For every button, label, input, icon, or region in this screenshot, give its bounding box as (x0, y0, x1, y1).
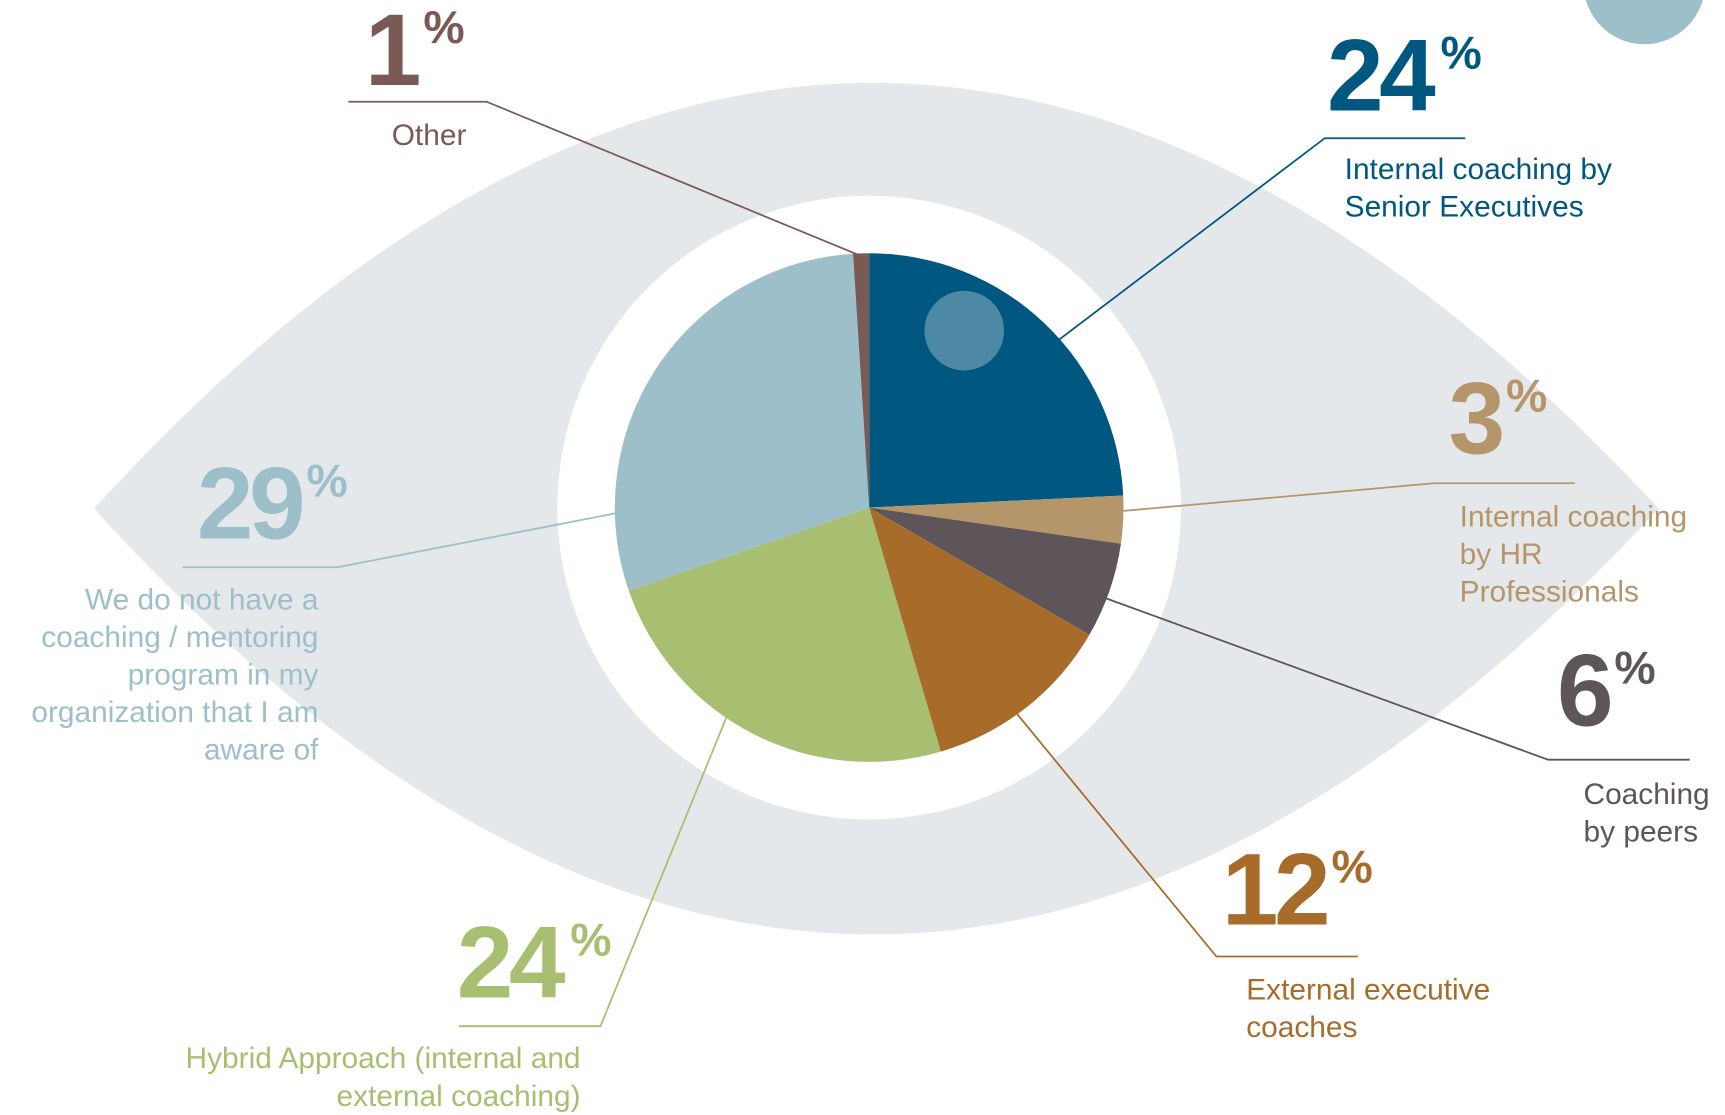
pie-slice (869, 507, 1121, 635)
value-label: 24 (457, 905, 566, 1019)
value-unit: % (1441, 27, 1482, 79)
value-unit: % (1506, 369, 1547, 421)
pie-slice (628, 507, 941, 762)
corner-circle (1585, 0, 1703, 45)
leader-line (458, 659, 751, 1028)
value-label: 12 (1222, 832, 1327, 946)
leader-line (1016, 713, 1358, 958)
leader-line (1105, 597, 1690, 761)
value-label: 3 (1449, 361, 1502, 475)
category-label: Hybrid Approach (internal and external c… (185, 1041, 581, 1113)
value-label: 6 (1557, 633, 1610, 747)
category-label: Other (391, 118, 467, 152)
category-label: External executive coaches (1246, 973, 1491, 1044)
value-label: 1 (365, 0, 419, 107)
value-unit: % (1331, 840, 1372, 892)
leader-line (1058, 137, 1466, 341)
leader-line (348, 100, 863, 258)
category-label: Coaching by peers (1583, 777, 1710, 849)
value-unit: % (423, 1, 464, 53)
value-unit: % (1614, 641, 1655, 693)
value-label: 24 (1327, 19, 1436, 133)
category-label: Internal coaching by HR Professionals (1459, 499, 1688, 609)
category-label: Internal coaching by Senior Executives (1344, 152, 1612, 224)
pie-slice (614, 253, 870, 591)
pie-slice (869, 507, 1090, 752)
leader-line (182, 496, 697, 569)
leader-line (1123, 482, 1575, 512)
pie-slice (853, 253, 870, 508)
category-label: We do not have a coaching / mentoring pr… (31, 582, 319, 767)
highlight (924, 290, 1005, 371)
pie-slice (869, 495, 1124, 544)
value-label: 29 (197, 447, 302, 561)
value-unit: % (570, 913, 611, 965)
value-unit: % (306, 455, 347, 507)
pie-slice (869, 253, 1124, 508)
